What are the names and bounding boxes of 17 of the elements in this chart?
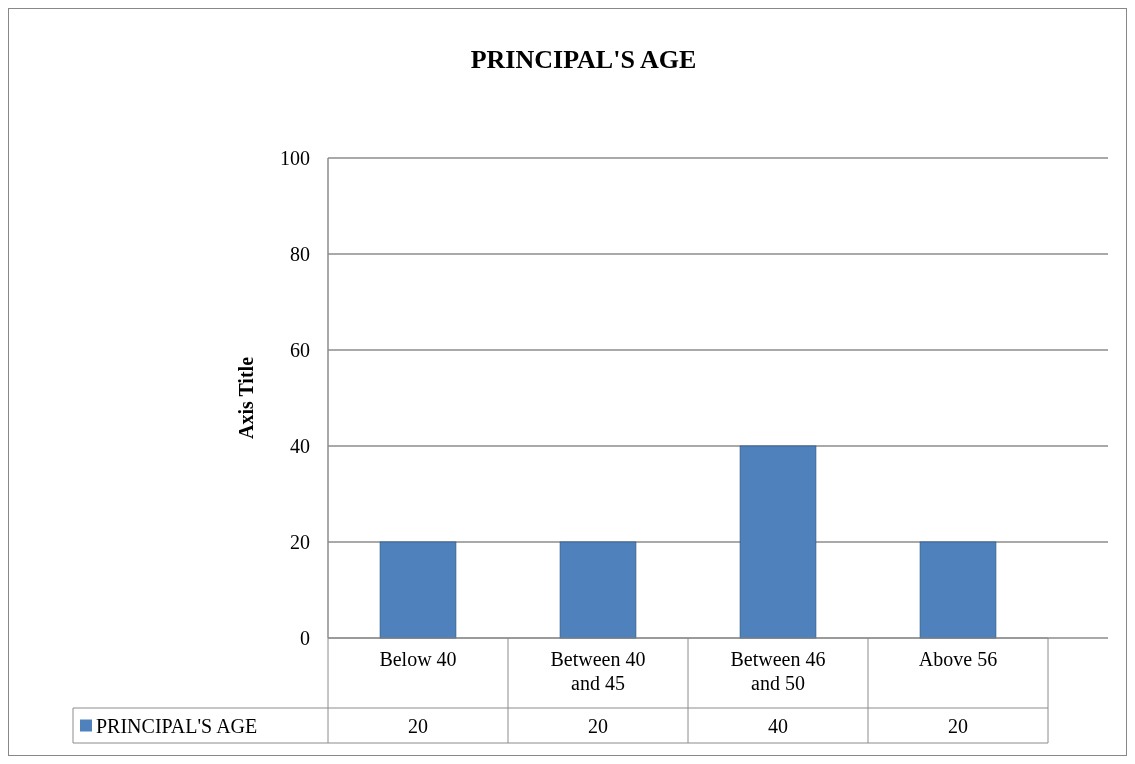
data-label: 20 — [588, 714, 608, 737]
y-tick-label: 60 — [290, 339, 310, 361]
y-axis-title: Axis Title — [235, 356, 257, 440]
y-tick-label: 80 — [290, 243, 310, 265]
y-tick-label: 40 — [290, 435, 310, 457]
legend-label: PRINCIPAL'S AGE — [96, 714, 258, 737]
chart-title: PRINCIPAL'S AGE — [470, 45, 697, 74]
x-tick-label: Between 46 and 50 — [730, 648, 826, 694]
y-tick-label: 100 — [280, 147, 310, 169]
data-label: 20 — [948, 714, 968, 737]
y-tick-label: 0 — [300, 627, 310, 649]
y-tick-label: 20 — [290, 531, 310, 553]
data-label: 20 — [408, 714, 428, 737]
x-tick-label: Below 40 — [379, 648, 457, 670]
x-tick-label: Between 40 and 45 — [550, 648, 646, 694]
x-tick-label: Above 56 — [918, 648, 998, 670]
data-label: 40 — [768, 714, 788, 737]
